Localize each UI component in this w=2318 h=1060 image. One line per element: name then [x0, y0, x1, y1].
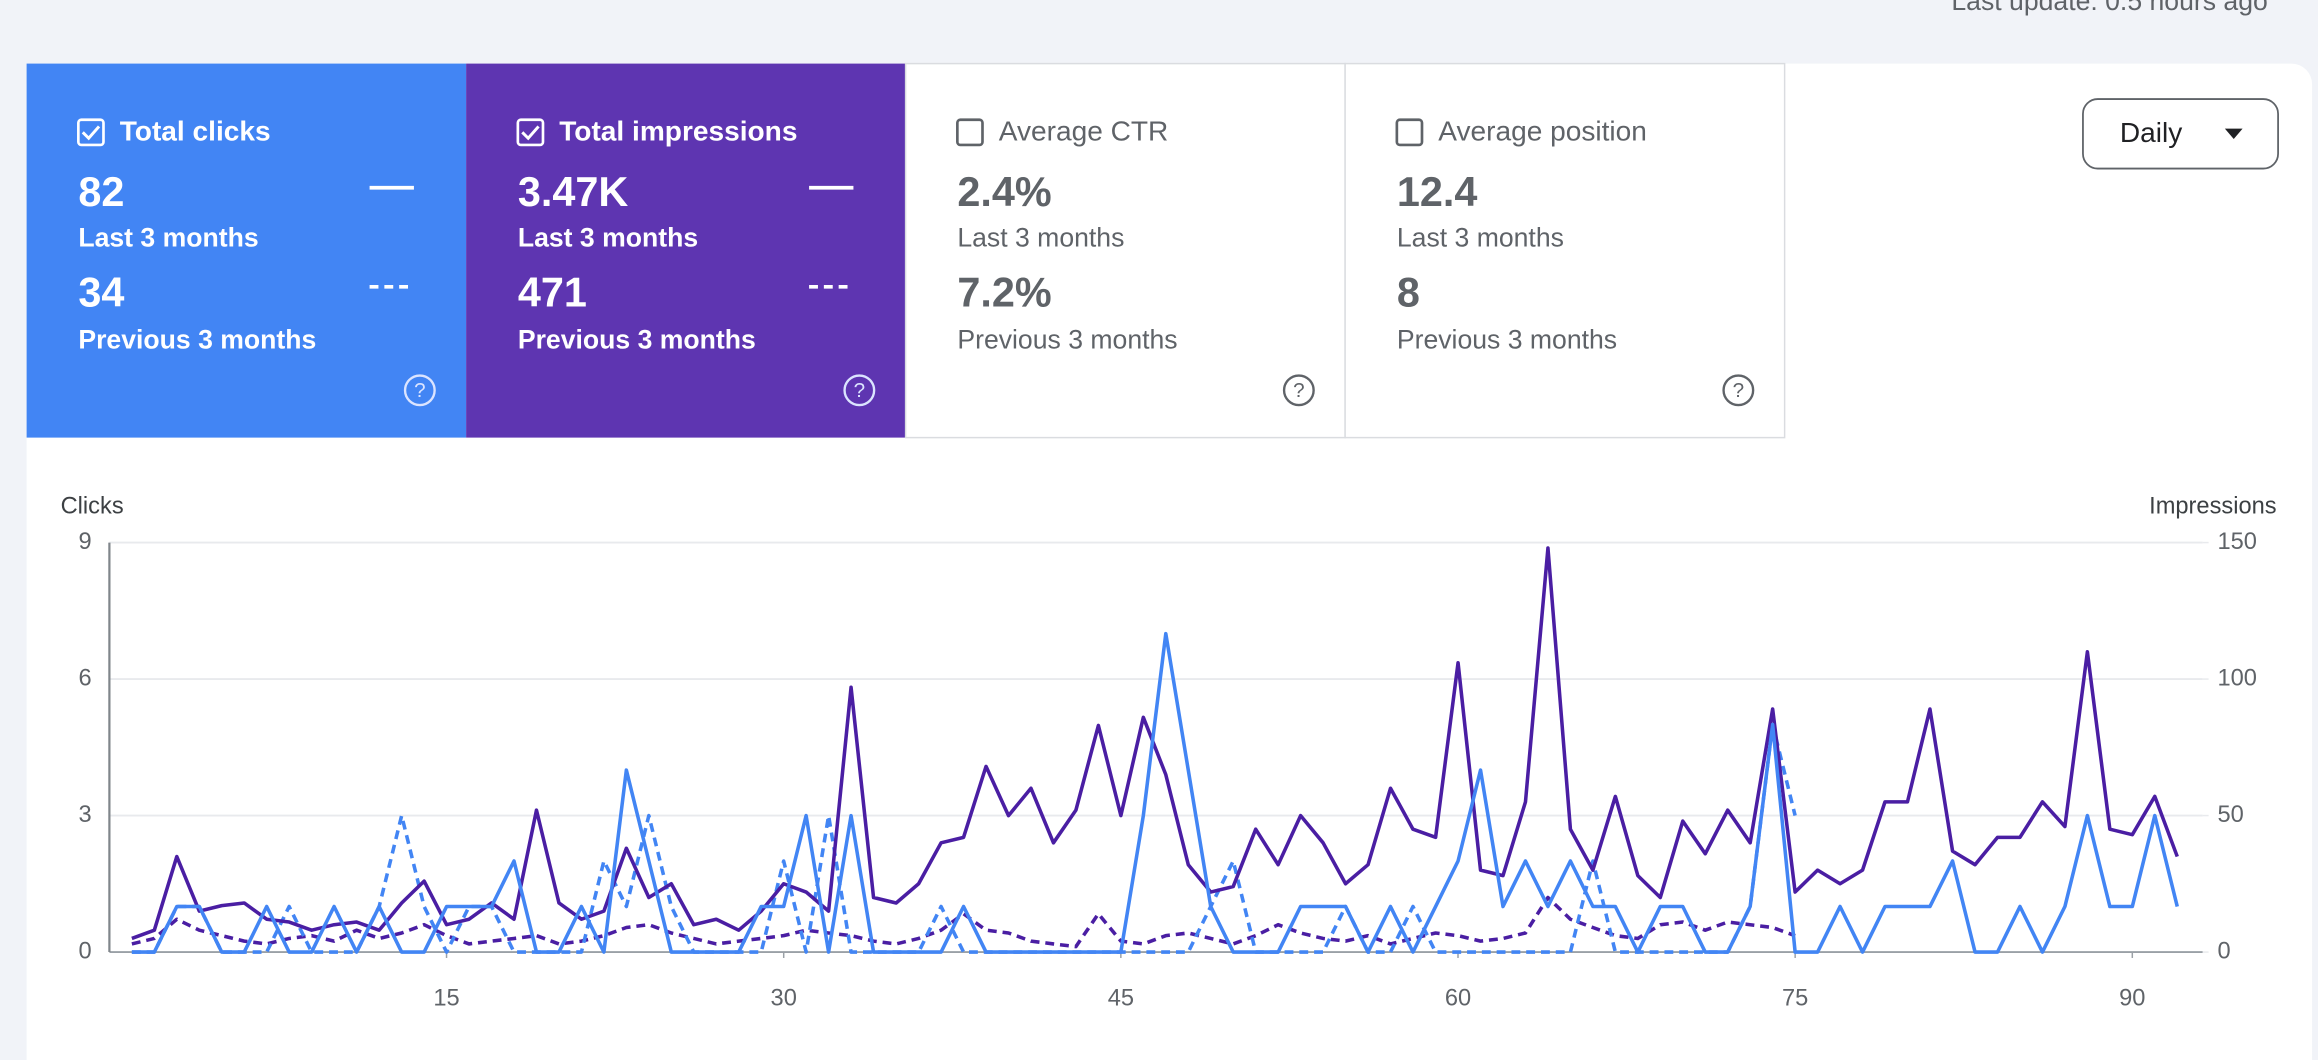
metric-card[interactable] — [1344, 62, 1786, 439]
period-dropdown[interactable] — [2082, 98, 2279, 170]
metric-card[interactable] — [466, 63, 906, 438]
previous-value: 34 — [78, 270, 124, 316]
card-title: Total impressions — [559, 115, 797, 146]
y-axis-title: Clicks — [61, 493, 124, 519]
y2-tick-label: 50 — [2217, 802, 2243, 828]
current-label: Last 3 months — [1397, 223, 1564, 253]
card-title: Average position — [1438, 115, 1647, 146]
help-icon[interactable] — [843, 374, 876, 407]
previous-value: 8 — [1397, 270, 1420, 316]
last-update: Last update: 0.5 hours ago — [1951, 0, 2267, 16]
current-label: Last 3 months — [957, 223, 1124, 253]
help-mark: ? — [1293, 379, 1305, 402]
current-value: 12.4 — [1397, 169, 1478, 215]
checkbox[interactable] — [516, 118, 545, 147]
metric-card[interactable] — [904, 62, 1346, 439]
y2-tick-label: 150 — [2217, 529, 2256, 555]
dropdown-arrow — [2224, 128, 2243, 139]
y2-tick-label: 100 — [2217, 665, 2256, 691]
current-label: Last 3 months — [78, 223, 258, 253]
current-label: Last 3 months — [518, 223, 698, 253]
previous-value: 471 — [518, 270, 587, 316]
previous-value: 7.2% — [957, 270, 1051, 316]
checkbox[interactable] — [77, 118, 105, 147]
previous-label: Previous 3 months — [518, 325, 756, 355]
metric-card[interactable] — [26, 63, 467, 438]
cards: Total clicks 82 Last 3 months 34 Previous 3 … — [26, 62, 1786, 439]
card-title: Average CTR — [999, 115, 1169, 146]
checkbox[interactable] — [1395, 118, 1424, 147]
previous-label: Previous 3 months — [78, 325, 316, 355]
x-tick-label: 90 — [2119, 986, 2145, 1012]
current-value: 82 — [78, 169, 124, 215]
card-title: Total clicks — [120, 115, 271, 146]
y2-axis-title: Impressions — [2149, 493, 2276, 519]
help-mark: ? — [1733, 379, 1745, 402]
x-tick-label: 75 — [1782, 986, 1808, 1012]
series-line — [131, 722, 1797, 954]
y-tick-label: 9 — [78, 529, 91, 555]
series-line — [131, 631, 2179, 954]
checkbox[interactable] — [956, 118, 984, 147]
period-label[interactable]: Daily — [2120, 117, 2182, 148]
y-tick-label: 3 — [78, 802, 91, 828]
previous-label: Previous 3 months — [957, 325, 1177, 355]
y-tick-label: 6 — [78, 665, 91, 691]
series-line — [131, 546, 2179, 941]
help-icon[interactable] — [403, 374, 436, 407]
current-value: 3.47K — [518, 169, 629, 215]
previous-label: Previous 3 months — [1397, 325, 1617, 355]
help-icon[interactable] — [1282, 374, 1315, 407]
series-line — [131, 895, 1796, 949]
y2-tick-label: 0 — [2217, 938, 2230, 964]
x-tick-label: 30 — [771, 986, 797, 1012]
current-value: 2.4% — [957, 169, 1051, 215]
x-tick-label: 60 — [1445, 986, 1471, 1012]
help-icon[interactable] — [1722, 374, 1755, 407]
help-mark: ? — [414, 379, 426, 402]
checkmark — [81, 125, 101, 141]
x-tick-label: 45 — [1108, 986, 1134, 1012]
checkmark — [521, 125, 540, 141]
help-mark: ? — [854, 379, 866, 402]
y-tick-label: 0 — [78, 938, 91, 964]
x-tick-label: 15 — [433, 986, 459, 1012]
